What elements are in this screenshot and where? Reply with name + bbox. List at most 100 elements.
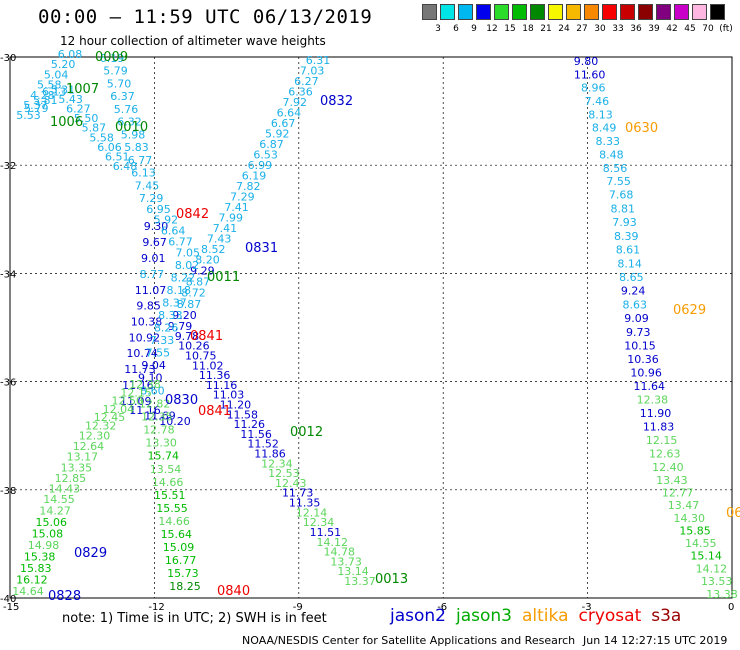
swh-value: 11.64 — [633, 380, 665, 393]
swh-value: 8.33 — [596, 135, 621, 148]
swh-value: 12.34 — [261, 457, 293, 470]
scale-label: 12 — [486, 24, 498, 34]
legend-s3a: s3a — [651, 606, 682, 626]
swh-value: 14.43 — [49, 482, 81, 495]
swh-value: 12.35 — [141, 411, 173, 424]
swh-value: 6.13 — [42, 85, 67, 98]
track-label: 0840 — [217, 584, 250, 599]
swh-value: 13.53 — [701, 575, 733, 588]
swh-value: 10.75 — [185, 349, 217, 362]
scale-label: 70 — [702, 24, 714, 34]
swh-value: 5.92 — [265, 128, 290, 141]
swh-value: 5.53 — [16, 109, 41, 122]
lat-label: -30 — [0, 53, 16, 64]
swh-value: 15.06 — [35, 516, 67, 529]
swh-value: 15.74 — [148, 450, 180, 463]
swh-value: 11.02 — [192, 359, 224, 372]
swh-value: 14.55 — [685, 537, 717, 550]
swh-value: 5.37 — [23, 99, 48, 112]
swh-value: 8.61 — [616, 244, 641, 257]
swh-value: 12.63 — [649, 447, 681, 460]
swh-value: 7.46 — [585, 95, 610, 108]
scale-label: 6 — [453, 24, 459, 34]
swh-value: 12.30 — [79, 430, 111, 443]
swh-value: 12.53 — [268, 467, 300, 480]
swh-value: 13.30 — [145, 437, 177, 450]
swh-value: 15.14 — [690, 550, 722, 563]
swh-value: 12.82 — [139, 398, 171, 411]
scale-swatch — [422, 4, 437, 20]
swh-value: 12.38 — [637, 394, 669, 407]
lat-label: -40 — [0, 594, 16, 605]
swh-value: 15.55 — [156, 502, 188, 515]
swh-value: 10.38 — [131, 316, 163, 329]
swh-value: 11.07 — [135, 284, 167, 297]
track-label: 0012 — [290, 425, 323, 440]
scale-label: 21 — [540, 24, 552, 34]
scale-label: 45 — [684, 24, 696, 34]
swh-value: 8.87 — [177, 298, 202, 311]
swh-value: 8.72 — [181, 287, 206, 300]
scale-label: 9 — [471, 24, 477, 34]
swh-value: 5.70 — [107, 77, 132, 90]
swh-value: 14.66 — [152, 476, 184, 489]
swh-value: 9.67 — [142, 236, 167, 249]
swh-value: 15.51 — [154, 489, 186, 502]
swh-value: 11.16 — [206, 379, 238, 392]
swh-value: 10.96 — [630, 367, 662, 380]
swh-value: 5.20 — [51, 58, 76, 71]
swh-value: 12.50 — [112, 395, 144, 408]
swh-value: 6.08 — [58, 48, 83, 61]
swh-value: 6.27 — [294, 75, 319, 88]
swh-value: 6.67 — [271, 117, 296, 130]
swh-value: 14.27 — [39, 505, 71, 518]
swh-value: 13.43 — [656, 474, 688, 487]
scale-label: 24 — [558, 24, 570, 34]
swh-value: 12.77 — [662, 487, 694, 500]
scale-swatch — [512, 4, 527, 20]
scale-label: 15 — [504, 24, 516, 34]
swh-value: 6.13 — [131, 167, 156, 180]
scale-swatch — [656, 4, 671, 20]
scale-swatch — [674, 4, 689, 20]
swh-value: 15.83 — [20, 562, 52, 575]
swh-value: 5.87 — [82, 122, 107, 135]
lat-label: -38 — [0, 486, 16, 497]
swh-value: 8.52 — [201, 243, 226, 256]
swh-value: 6.87 — [259, 138, 284, 151]
swh-value: 15.64 — [161, 528, 193, 541]
scale-swatch — [494, 4, 509, 20]
swh-value: 7.92 — [282, 96, 307, 109]
swh-value: 9.80 — [574, 55, 599, 68]
swh-value: 11.16 — [129, 404, 161, 417]
swh-value: 10.74 — [126, 347, 158, 360]
swh-value: 11.86 — [254, 448, 286, 461]
scale-label: 27 — [576, 24, 588, 34]
scale-label: (ft) — [719, 24, 733, 34]
swh-value: 12.15 — [120, 386, 152, 399]
swh-value: 12.04 — [103, 403, 135, 416]
swh-value: 7.82 — [236, 180, 261, 193]
scale-swatch — [476, 4, 491, 20]
swh-value: 12.14 — [296, 506, 328, 519]
swh-value: 8.77 — [140, 268, 165, 281]
swh-value: 8.26 — [154, 321, 179, 334]
swh-value: 13.14 — [337, 565, 369, 578]
track-label: 06 — [726, 506, 740, 521]
swh-value: 9.09 — [624, 312, 649, 325]
swh-value: 6.27 — [66, 103, 91, 116]
swh-value: 12.64 — [73, 440, 105, 453]
swh-value: 16.12 — [16, 574, 48, 587]
track-label: 0832 — [320, 94, 353, 109]
swh-value: 8.37 — [162, 296, 187, 309]
lon-label: -6 — [437, 602, 447, 613]
swh-value: 8.14 — [617, 257, 642, 270]
swh-value: 7.45 — [135, 179, 160, 192]
swh-value: 7.68 — [609, 189, 634, 202]
swh-value: 7.41 — [224, 201, 249, 214]
swh-value: 9.79 — [168, 320, 193, 333]
swh-value: 5.58 — [37, 79, 62, 92]
swh-value: 8.63 — [623, 298, 648, 311]
scale-swatch — [710, 4, 725, 20]
swh-value: 6.06 — [97, 141, 122, 154]
